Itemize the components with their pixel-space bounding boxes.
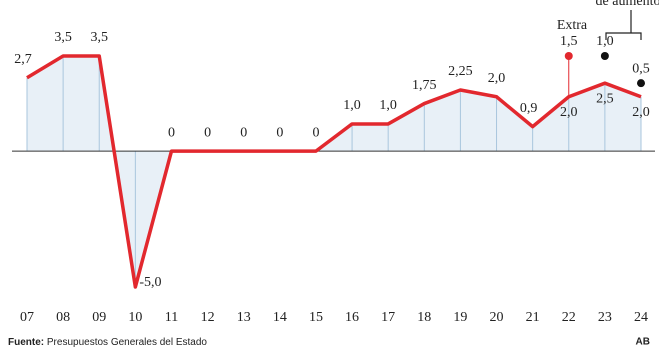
x-tick-label: 09 (92, 310, 106, 325)
value-label: 2,25 (448, 64, 473, 79)
value-label: 0 (240, 125, 247, 140)
x-tick-label: 23 (598, 310, 612, 325)
value-label: 2,7 (14, 52, 32, 67)
line (26, 54, 642, 289)
x-tick-label: 11 (165, 310, 178, 325)
x-tick-label: 21 (526, 310, 540, 325)
value-label: 0 (276, 125, 283, 140)
value-label: 1,75 (412, 78, 437, 93)
x-tick-label: 22 (562, 310, 576, 325)
x-tick-label: 24 (634, 310, 648, 325)
proposal-dot (637, 79, 645, 88)
x-tick-label: 20 (490, 310, 504, 325)
value-label: 1,0 (343, 98, 361, 113)
source: Fuente: Presupuestos Generales del Estad… (8, 337, 207, 348)
x-tick-label: 10 (128, 310, 142, 325)
value-label: 3,5 (54, 30, 72, 45)
value-label: 2,0 (632, 105, 650, 120)
extra-label: Extra (557, 18, 588, 33)
value-label: 1,0 (379, 98, 397, 113)
x-tick-label: 16 (345, 310, 359, 325)
area-fill (27, 56, 641, 287)
x-tick-label: 15 (309, 310, 323, 325)
value-label: -5,0 (139, 275, 161, 290)
x-tick-label: 12 (201, 310, 215, 325)
proposal-label: de aumento (596, 0, 659, 9)
extra-dot (564, 52, 573, 60)
value-label: 2,0 (560, 105, 578, 120)
value-label: 0,9 (520, 101, 538, 116)
x-tick-label: 17 (381, 310, 395, 325)
value-label: 0 (204, 125, 211, 140)
value-label: 3,5 (90, 30, 108, 45)
x-tick-label: 08 (56, 310, 70, 325)
credit: AB (636, 337, 650, 348)
value-label: 0 (168, 125, 175, 140)
proposal-dot (600, 52, 609, 60)
proposal-value-label: 1,0 (596, 34, 614, 49)
value-label: 0 (312, 125, 319, 140)
x-tick-label: 18 (417, 310, 431, 325)
x-tick-label: 13 (237, 310, 251, 325)
x-tick-label: 19 (453, 310, 467, 325)
x-tick-label: 07 (20, 310, 34, 325)
value-label: 2,0 (488, 71, 506, 86)
value-label: 2,5 (596, 91, 614, 106)
bracket (605, 10, 642, 40)
extra-value-label: 1,5 (560, 34, 578, 49)
x-tick-label: 14 (273, 310, 287, 325)
source-text: Presupuestos Generales del Estado (47, 337, 208, 348)
proposal-value-label: 0,5 (632, 61, 650, 76)
source-label: Fuente: (8, 337, 44, 348)
